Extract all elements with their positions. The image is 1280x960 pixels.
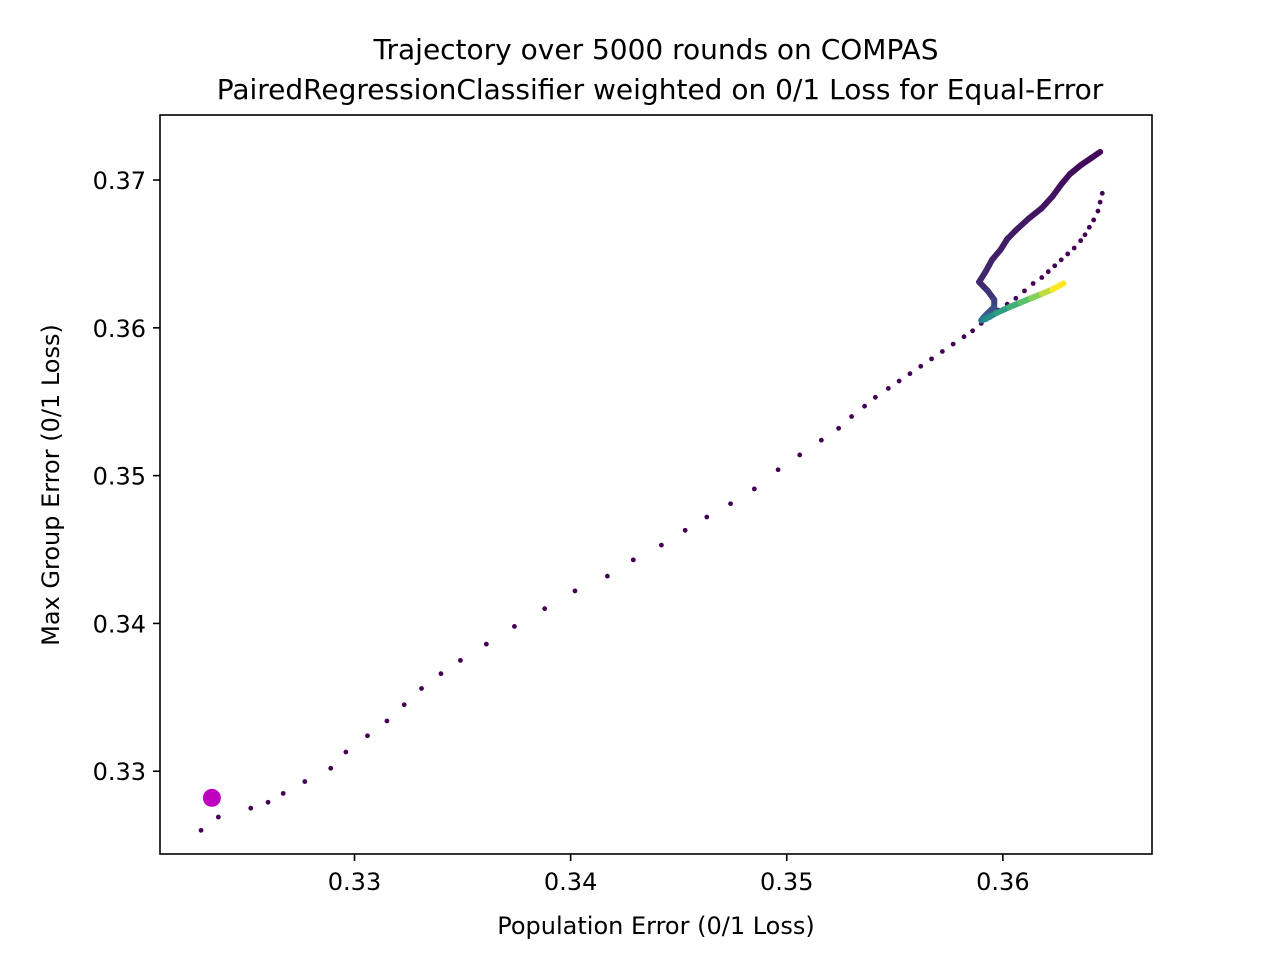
data-point xyxy=(775,467,781,473)
data-point xyxy=(198,827,204,833)
data-point xyxy=(896,378,902,384)
x-axis: 0.33 0.34 0.35 0.36 xyxy=(328,854,1030,896)
data-point xyxy=(872,394,878,400)
data-point xyxy=(1039,275,1045,280)
data-point xyxy=(1045,269,1051,275)
data-point xyxy=(1030,281,1036,286)
data-point xyxy=(797,452,803,458)
data-points xyxy=(198,190,1105,833)
data-point xyxy=(1058,257,1064,263)
data-point xyxy=(1097,199,1103,205)
data-point xyxy=(604,573,610,579)
y-tick-label: 0.34 xyxy=(93,610,146,638)
data-point xyxy=(682,527,688,533)
data-point xyxy=(1095,208,1101,214)
data-point xyxy=(818,437,824,443)
highlight-point xyxy=(202,788,221,807)
data-point xyxy=(419,686,424,691)
data-point xyxy=(215,814,221,820)
data-point xyxy=(483,641,489,647)
data-point xyxy=(1052,263,1058,269)
chart-title-line2: PairedRegressionClassifier weighted on 0… xyxy=(217,73,1104,106)
data-point xyxy=(630,557,636,563)
data-point xyxy=(265,799,271,805)
data-point xyxy=(659,542,664,548)
data-point xyxy=(572,588,578,594)
y-tick-label: 0.36 xyxy=(93,315,146,343)
data-point xyxy=(751,486,757,492)
data-point xyxy=(862,403,867,409)
data-point xyxy=(248,805,254,811)
data-point xyxy=(939,349,945,354)
chart-title-line1: Trajectory over 5000 rounds on COMPAS xyxy=(373,33,939,66)
data-point xyxy=(950,341,956,347)
data-point xyxy=(280,791,286,796)
data-point xyxy=(1099,190,1105,196)
data-point xyxy=(401,702,407,708)
x-axis-label: Population Error (0/1 Loss) xyxy=(497,912,814,940)
y-axis: 0.33 0.34 0.35 0.36 0.37 xyxy=(93,167,160,786)
data-point xyxy=(1071,245,1077,251)
x-tick-label: 0.35 xyxy=(760,868,813,896)
data-point xyxy=(542,606,548,612)
data-point xyxy=(343,749,349,755)
x-tick-label: 0.34 xyxy=(544,868,597,896)
y-tick-label: 0.37 xyxy=(93,167,146,195)
x-tick-label: 0.33 xyxy=(328,868,381,896)
data-point xyxy=(1082,232,1088,238)
data-point xyxy=(1065,251,1071,257)
data-point xyxy=(1078,238,1084,244)
data-point xyxy=(1013,295,1019,301)
data-point xyxy=(1022,288,1027,294)
x-tick-label: 0.36 xyxy=(976,868,1029,896)
data-point xyxy=(907,371,913,377)
data-point xyxy=(849,414,854,419)
data-point xyxy=(728,501,733,507)
data-point xyxy=(1086,224,1092,230)
y-tick-label: 0.35 xyxy=(93,463,146,491)
data-point xyxy=(512,623,517,629)
data-point xyxy=(929,356,934,362)
plot-area-frame xyxy=(159,114,1153,855)
data-point xyxy=(1091,217,1097,223)
data-point xyxy=(961,334,967,340)
data-point xyxy=(704,514,710,520)
data-point xyxy=(328,765,334,771)
data-point xyxy=(302,779,308,784)
data-point xyxy=(836,425,842,431)
data-point xyxy=(458,657,463,663)
data-point xyxy=(885,386,891,391)
data-point xyxy=(918,363,924,369)
data-point xyxy=(970,328,976,334)
data-point xyxy=(438,671,444,677)
trajectory-segment xyxy=(1049,280,1067,293)
trajectory-curve xyxy=(976,148,1104,324)
y-tick-label: 0.33 xyxy=(93,758,146,786)
y-axis-label: Max Group Error (0/1 Loss) xyxy=(37,324,65,646)
data-point xyxy=(365,733,370,739)
data-point xyxy=(384,718,390,724)
highlight-layer xyxy=(202,788,221,807)
